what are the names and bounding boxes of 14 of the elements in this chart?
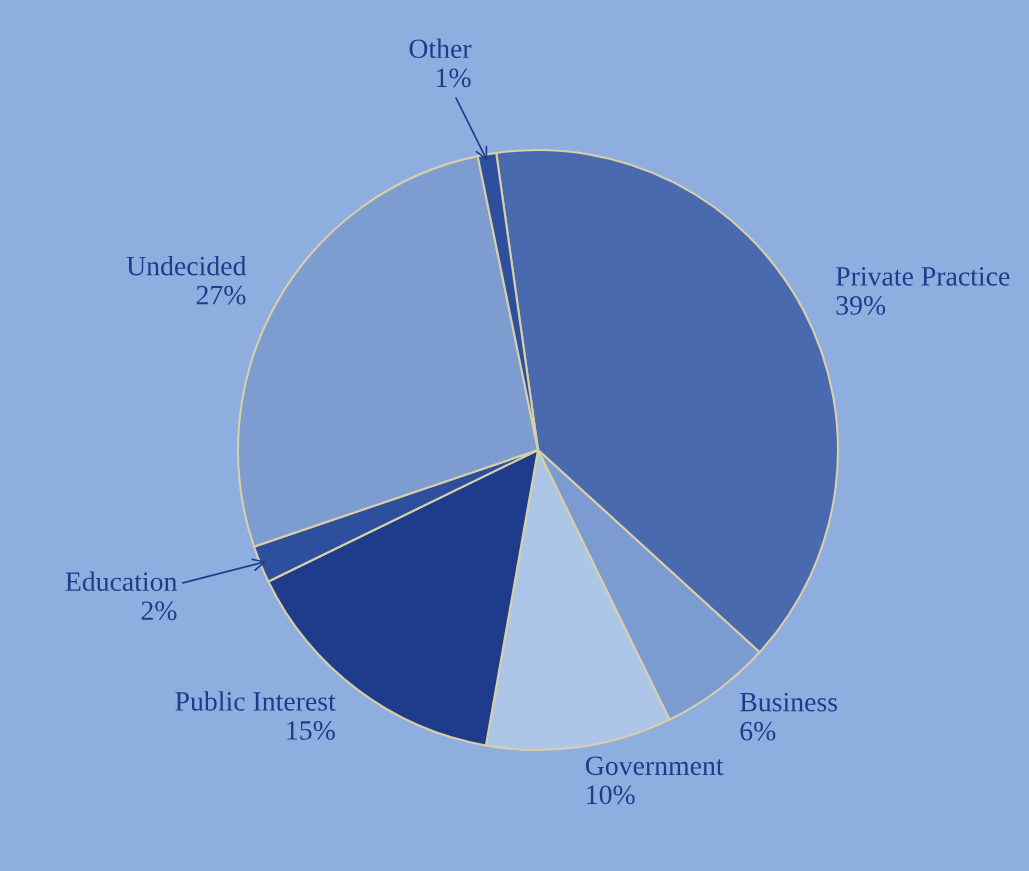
data-label: 27% (196, 285, 246, 305)
slice-label: Government (585, 756, 724, 776)
slice-label: Education (65, 571, 178, 592)
data-label: 1% (437, 68, 471, 88)
data-label: 6% (740, 721, 776, 741)
slice-label: Private Practice (836, 267, 1010, 286)
data-label: 39% (836, 296, 886, 315)
slice-label: Other (409, 38, 472, 59)
data-label: 2% (141, 601, 177, 621)
slice-label: Undecided (126, 255, 247, 276)
data-label: 15% (287, 721, 335, 740)
slice-label: Business (740, 692, 838, 712)
data-label: 10% (587, 785, 635, 805)
slice-label: Public Interest (175, 691, 336, 711)
